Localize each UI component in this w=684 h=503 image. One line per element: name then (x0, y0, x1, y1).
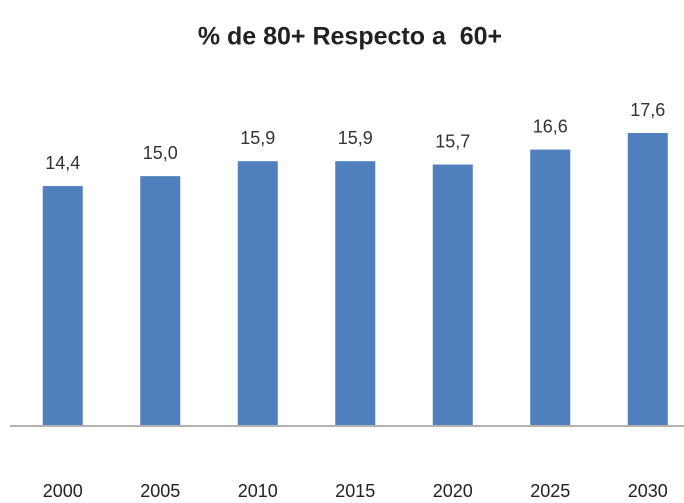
bar (432, 164, 473, 426)
data-label: 17,6 (630, 100, 665, 120)
x-tick-label: 2015 (335, 481, 375, 501)
chart-title: % de 80+ Respecto a 60+ (198, 23, 502, 51)
bar (627, 133, 668, 425)
data-label: 15,9 (240, 128, 275, 148)
bar (237, 161, 278, 426)
x-tick-label: 2010 (238, 481, 278, 501)
data-label: 15,0 (143, 143, 178, 163)
bar (42, 186, 83, 425)
bar (140, 176, 181, 425)
data-label: 15,7 (435, 131, 470, 151)
x-tick-label: 2020 (433, 481, 473, 501)
bar (335, 161, 376, 426)
x-tick-label: 2000 (43, 481, 83, 501)
data-label: 16,6 (533, 116, 568, 136)
data-label: 15,9 (338, 128, 373, 148)
data-label: 14,4 (45, 153, 80, 173)
x-tick-label: 2030 (628, 481, 668, 501)
bar (530, 149, 571, 425)
x-tick-label: 2025 (530, 481, 570, 501)
x-tick-label: 2005 (140, 481, 180, 501)
